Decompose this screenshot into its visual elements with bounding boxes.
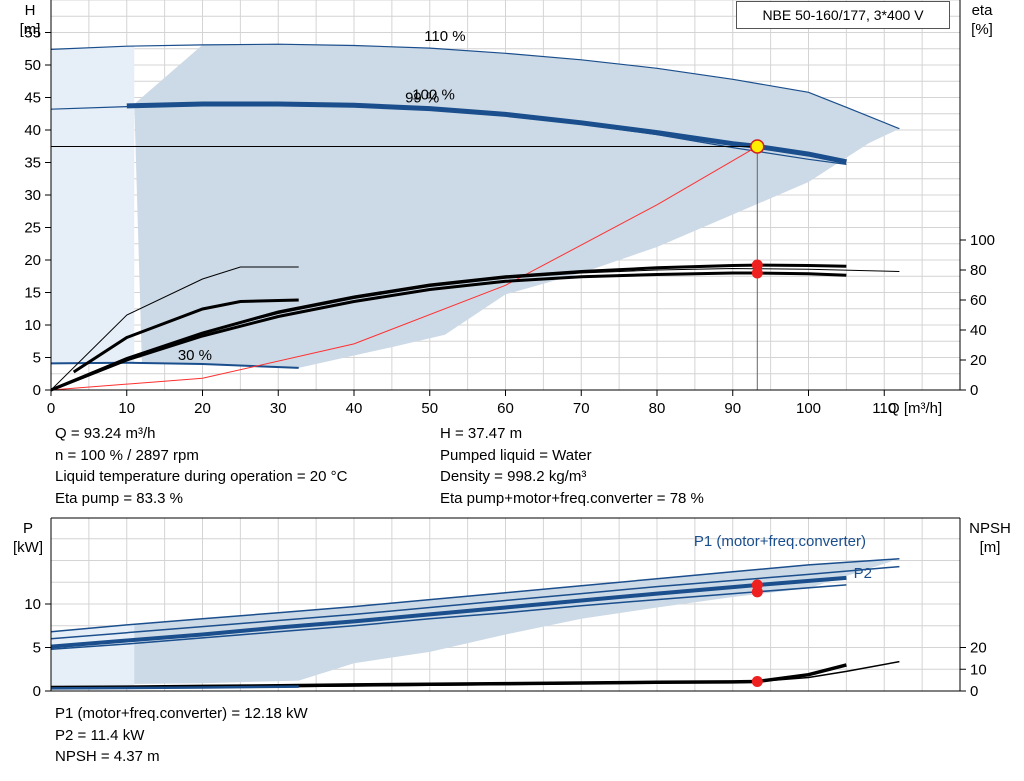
x-tick-label: 20 (194, 400, 211, 417)
y-tick-label: 40 (24, 122, 41, 139)
speed-label: 99 % (405, 90, 439, 107)
x-tick-label: 40 (346, 400, 363, 417)
legend-p2: P2 (854, 565, 872, 582)
x-tick-label: 90 (724, 400, 741, 417)
info-temperature: Liquid temperature during operation = 20… (55, 468, 348, 485)
y-tick-label: 15 (24, 285, 41, 302)
top-info-right: H = 37.47 m Pumped liquid = Water Densit… (440, 423, 704, 509)
npsh-axis-unit: [m] (980, 539, 1001, 556)
power-area (126, 558, 900, 684)
x-tick-label: 0 (47, 400, 55, 417)
power-curve (50, 565, 900, 640)
top-info-left: Q = 93.24 m³/h n = 100 % / 2897 rpm Liqu… (55, 423, 347, 509)
y-axis-unit: [m] (20, 21, 41, 38)
x-tick-label: 30 (270, 400, 287, 417)
y-tick-label: 35 (24, 155, 41, 172)
info-density: Density = 998.2 kg/m³ (440, 468, 587, 485)
y-tick-label: 30 (24, 187, 41, 204)
info-flow: Q = 93.24 m³/h (55, 425, 156, 442)
y2-tick-label: 40 (970, 322, 987, 339)
info-p2: P2 = 11.4 kW (55, 726, 145, 744)
y2-axis-unit: [%] (971, 21, 993, 38)
npsh-point (751, 675, 763, 687)
eta-point (751, 259, 763, 271)
p-tick-label: 0 (33, 683, 41, 700)
info-speed: n = 100 % / 2897 rpm (55, 446, 199, 464)
x-tick-label: 50 (421, 400, 438, 417)
p-tick-label: 10 (24, 596, 41, 613)
x-tick-label: 110 (872, 400, 896, 417)
y2-tick-label: 100 (970, 232, 995, 249)
power-curve (50, 584, 847, 650)
p-axis-unit: [kW] (13, 539, 43, 556)
eta-total-point (751, 267, 763, 279)
x-tick-label: 60 (497, 400, 514, 417)
y-axis-label: H (25, 2, 36, 19)
info-eta-total: Eta pump+motor+freq.converter = 78 % (440, 489, 704, 507)
y-tick-label: 25 (24, 220, 41, 237)
power-extended-area (51, 624, 135, 690)
power-curve (50, 685, 299, 690)
info-liquid: Pumped liquid = Water (440, 446, 592, 464)
y-tick-label: 55 (24, 25, 41, 42)
y-tick-label: 50 (24, 57, 41, 74)
x-tick-label: 70 (573, 400, 590, 417)
y2-tick-label: 0 (970, 382, 978, 399)
y2-axis-label: eta (972, 2, 994, 19)
info-p1: P1 (motor+freq.converter) = 12.18 kW (55, 705, 308, 722)
efficiency-curve (50, 266, 299, 391)
legend-p1: P1 (motor+freq.converter) (694, 533, 866, 550)
power-curve (50, 558, 900, 633)
system-curve (50, 145, 758, 391)
bottom-info: P1 (motor+freq.converter) = 12.18 kW P2 … (55, 703, 308, 768)
npsh-axis-label: NPSH (969, 520, 1011, 537)
head-curve (50, 43, 900, 130)
info-head: H = 37.47 m (440, 425, 523, 442)
x-tick-label: 100 (796, 400, 821, 417)
npsh-tick-label: 20 (970, 640, 987, 657)
npsh-tick-label: 10 (970, 661, 987, 678)
info-npsh: NPSH = 4.37 m (55, 748, 160, 765)
chart-title: NBE 50-160/177, 3*400 V (736, 1, 950, 29)
y-tick-label: 5 (33, 350, 41, 367)
p-axis-label: P (23, 520, 33, 537)
x-tick-label: 80 (649, 400, 666, 417)
y2-tick-label: 80 (970, 262, 987, 279)
extended-area (51, 46, 135, 364)
info-eta-pump: Eta pump = 83.3 % (55, 489, 183, 507)
y-tick-label: 10 (24, 317, 41, 334)
npsh-tick-label: 0 (970, 683, 978, 700)
y2-tick-label: 60 (970, 292, 987, 309)
p2-point (751, 586, 763, 598)
p-tick-label: 5 (33, 640, 41, 657)
x-tick-label: 10 (118, 400, 135, 417)
x-axis-label: Q [m³/h] (888, 400, 942, 417)
y-tick-label: 0 (33, 382, 41, 399)
operating-area (134, 44, 900, 368)
speed-label: 110 % (424, 28, 465, 45)
speed-label: 30 % (178, 347, 212, 364)
speed-label: 100 % (412, 86, 455, 103)
y2-tick-label: 20 (970, 352, 987, 369)
efficiency-curve (72, 298, 299, 374)
y-tick-label: 45 (24, 90, 41, 107)
duty-point (750, 139, 765, 154)
head-curve (126, 101, 847, 165)
power-curve (50, 575, 847, 649)
y-tick-label: 20 (24, 252, 41, 269)
